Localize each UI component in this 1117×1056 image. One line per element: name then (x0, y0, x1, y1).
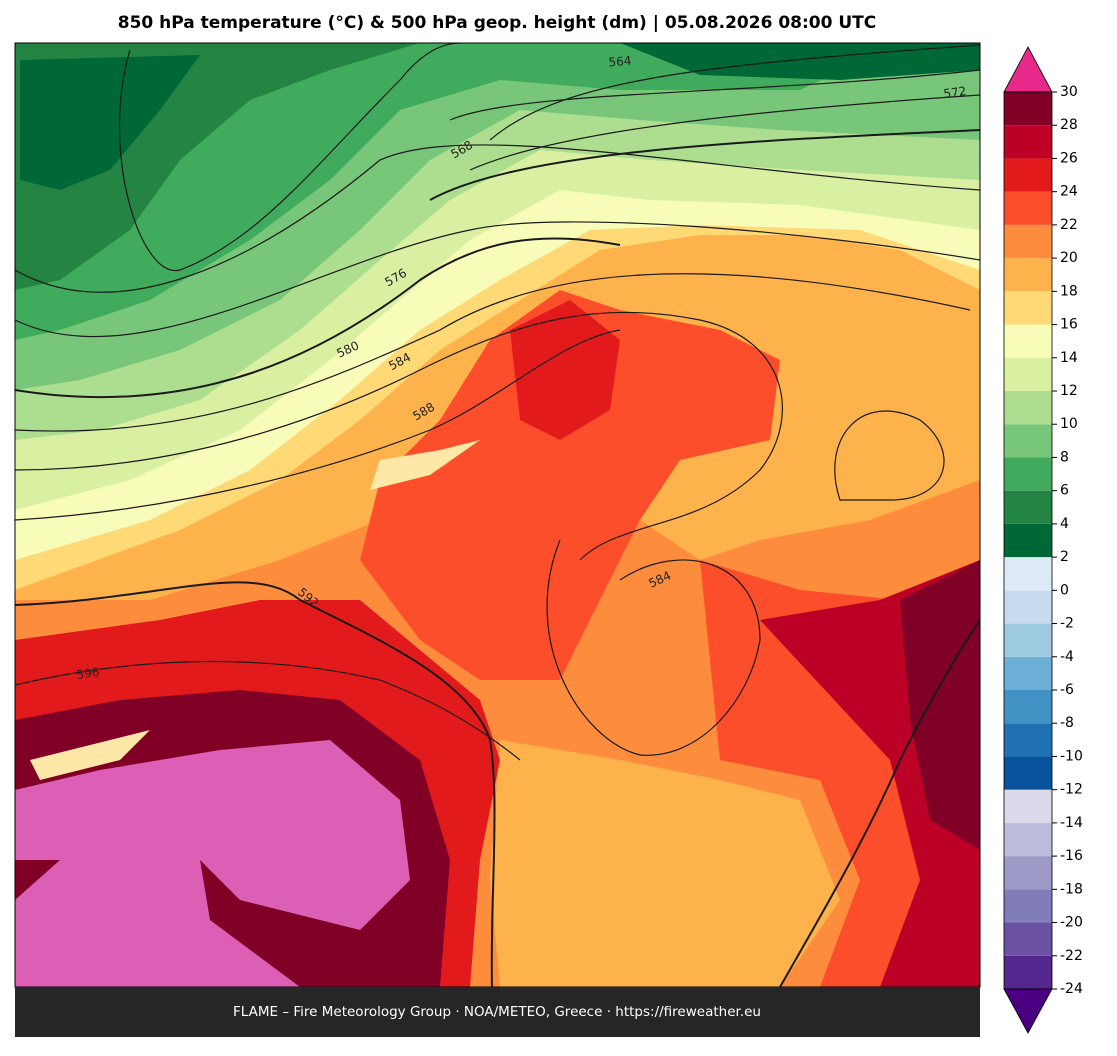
colorbar-tick-label: -12 (1060, 782, 1083, 798)
colorbar-bin (1004, 856, 1052, 890)
colorbar-bin (1004, 391, 1052, 425)
colorbar-bin (1004, 357, 1052, 391)
temperature-field (15, 43, 980, 987)
colorbar-tick-label: -16 (1060, 848, 1083, 864)
colorbar-tick-label: 20 (1060, 250, 1078, 266)
colorbar-tick-label: 2 (1060, 549, 1069, 565)
colorbar-bin (1004, 889, 1052, 923)
colorbar-tick-label: -8 (1060, 715, 1074, 731)
colorbar-tick-label: 30 (1060, 84, 1078, 100)
colorbar-tick-label: -14 (1060, 815, 1083, 831)
colorbar-tick-label: 6 (1060, 483, 1069, 499)
colorbar-tick-label: 4 (1060, 516, 1069, 532)
colorbar: -24-22-20-18-16-14-12-10-8-6-4-202468101… (1003, 46, 1083, 1034)
colorbar-bin (1004, 723, 1052, 757)
colorbar-tick-label: 28 (1060, 117, 1078, 133)
map-title: 850 hPa temperature (°C) & 500 hPa geop.… (118, 13, 877, 33)
colorbar-bin (1004, 756, 1052, 790)
colorbar-over (1003, 46, 1053, 93)
colorbar-tick-label: 16 (1060, 317, 1078, 333)
height-contours (15, 43, 980, 987)
colorbar-tick-label: -6 (1060, 682, 1074, 698)
colorbar-tick-label: 24 (1060, 184, 1078, 200)
colorbar-tick-label: -22 (1060, 948, 1083, 964)
colorbar-tick-label: -20 (1060, 915, 1083, 931)
colorbar-bin (1004, 324, 1052, 358)
contour-label: 596 (76, 665, 101, 682)
colorbar-tick-label: 14 (1060, 350, 1078, 366)
colorbar-bin (1004, 424, 1052, 458)
colorbar-tick-label: 18 (1060, 283, 1078, 299)
colorbar-tick-label: -4 (1060, 649, 1074, 665)
footer-credit: FLAME – Fire Meteorology Group · NOA/MET… (233, 1004, 761, 1020)
colorbar-bin (1004, 922, 1052, 956)
colorbar-bin (1004, 523, 1052, 558)
colorbar-tick-label: 12 (1060, 383, 1078, 399)
colorbar-bin (1004, 623, 1052, 657)
colorbar-bin (1004, 258, 1052, 292)
colorbar-frame (1003, 91, 1053, 990)
colorbar-tick-label: -18 (1060, 881, 1083, 897)
colorbar-tick-label: -2 (1060, 616, 1074, 632)
colorbar-bin (1004, 92, 1052, 126)
colorbar-tick-label: 26 (1060, 150, 1078, 166)
contour-label: 572 (943, 84, 968, 101)
colorbar-tick-label: 10 (1060, 416, 1078, 432)
colorbar-tick-label: 8 (1060, 449, 1069, 465)
colorbar-bin (1004, 590, 1052, 624)
colorbar-bin (1004, 125, 1052, 159)
colorbar-under (1003, 988, 1053, 1034)
colorbar-bin (1004, 224, 1052, 259)
colorbar-bin (1004, 557, 1052, 591)
colorbar-bin (1004, 291, 1052, 325)
colorbar-tick-label: -24 (1060, 981, 1083, 997)
colorbar-bin (1004, 656, 1052, 690)
contour-label: 564 (608, 54, 632, 70)
colorbar-bin (1004, 690, 1052, 724)
colorbar-bin (1004, 789, 1052, 823)
colorbar-bin (1004, 191, 1052, 225)
colorbar-bin (1004, 955, 1052, 989)
colorbar-bin (1004, 457, 1052, 491)
colorbar-tick-label: -10 (1060, 748, 1083, 764)
colorbar-bin (1004, 490, 1052, 524)
colorbar-tick-label: 22 (1060, 217, 1078, 233)
colorbar-bin (1004, 158, 1052, 192)
colorbar-tick-label: 0 (1060, 582, 1069, 598)
footer-bar (15, 987, 980, 1037)
colorbar-bin (1004, 822, 1052, 857)
